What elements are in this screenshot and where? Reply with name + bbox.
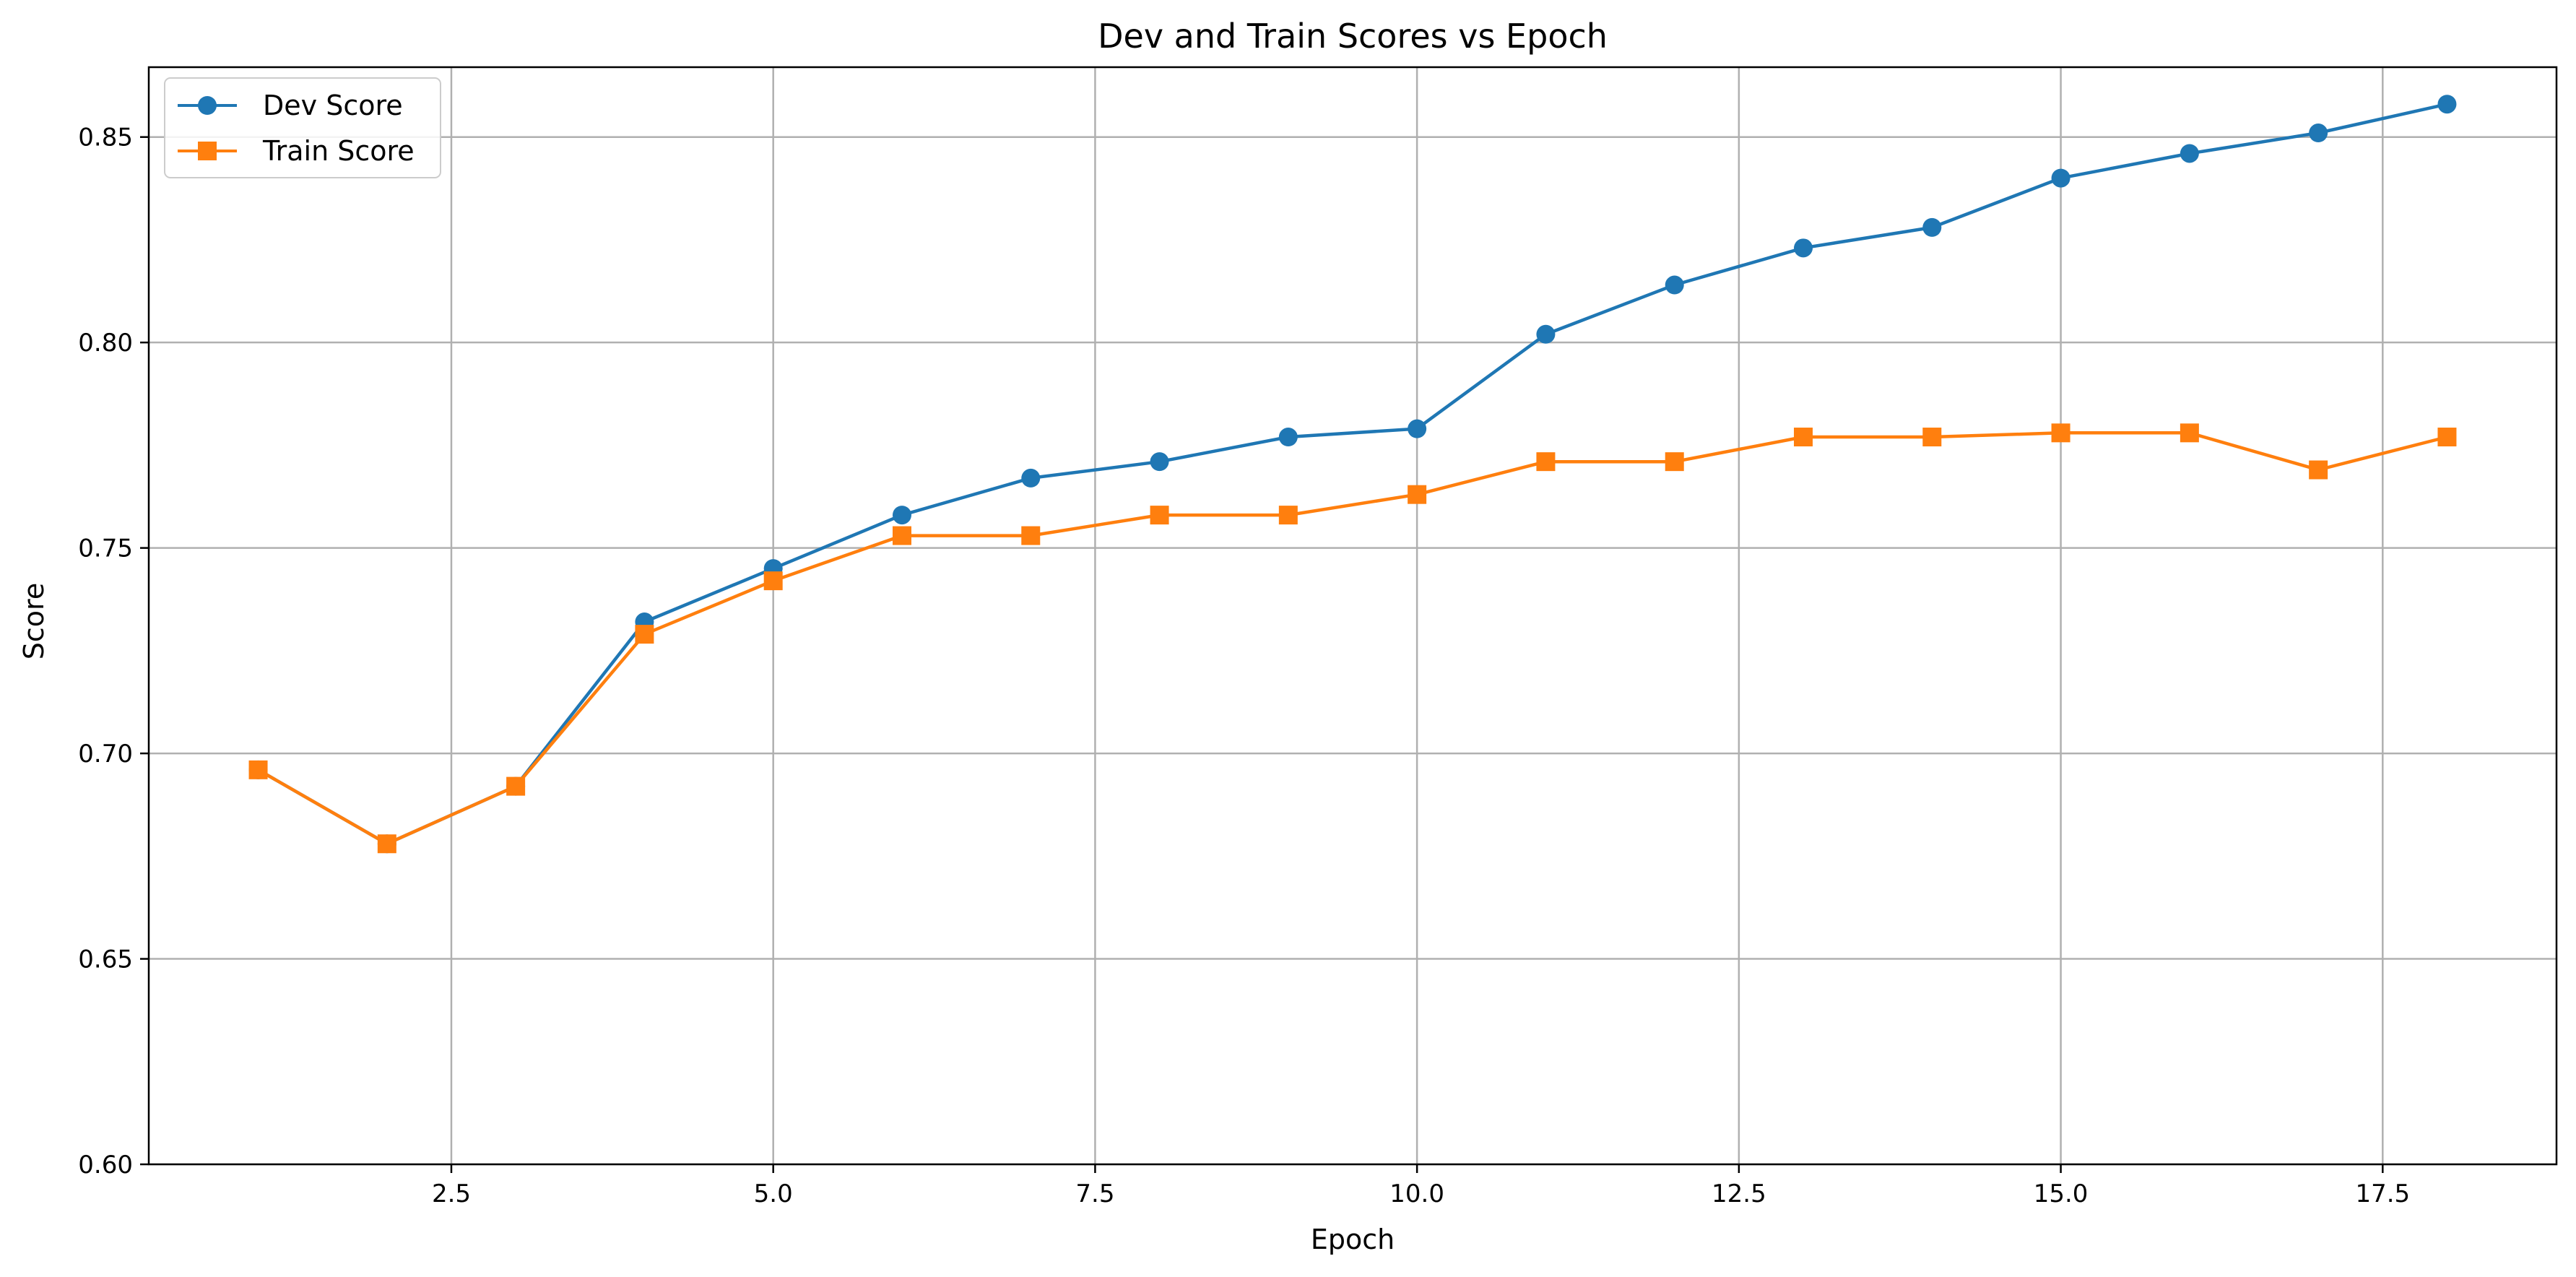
data-point <box>1665 275 1684 295</box>
y-axis-ticks: 0.60 0.65 0.70 0.75 0.80 0.85 <box>78 124 149 1179</box>
series-train-score <box>248 423 2457 854</box>
y-tick-label: 0.65 <box>78 945 133 974</box>
series-layer <box>248 95 2457 854</box>
data-point <box>1150 452 1169 472</box>
data-point <box>1021 468 1041 488</box>
legend-marker-dev <box>198 96 217 115</box>
data-point <box>1665 452 1684 472</box>
x-tick-label: 5.0 <box>754 1179 793 1208</box>
data-point <box>1021 526 1041 545</box>
legend: Dev Score Train Score <box>164 77 441 178</box>
data-point <box>248 760 268 779</box>
data-point <box>1536 452 1556 472</box>
legend-box <box>164 77 441 178</box>
data-point <box>892 526 911 545</box>
data-point <box>1278 506 1298 525</box>
data-point <box>1536 324 1556 344</box>
data-point <box>1922 428 1942 447</box>
data-point <box>2051 168 2070 188</box>
data-point <box>1408 419 1427 438</box>
data-point <box>506 776 526 796</box>
data-point <box>892 506 911 525</box>
y-tick-label: 0.80 <box>78 329 133 358</box>
series-line <box>257 103 2447 846</box>
data-point <box>1794 428 1813 447</box>
data-point <box>1408 485 1427 504</box>
x-axis-ticks: 2.5 5.0 7.5 10.0 12.5 15.0 17.5 <box>432 1164 2410 1208</box>
legend-label-train: Train Score <box>262 135 415 167</box>
x-axis-title: Epoch <box>1311 1224 1395 1255</box>
series-line <box>257 431 2448 846</box>
data-point <box>2309 460 2328 480</box>
data-point <box>377 834 396 854</box>
data-point <box>2051 423 2070 443</box>
legend-label-dev: Dev Score <box>263 90 403 121</box>
data-point <box>763 571 783 591</box>
y-tick-label: 0.70 <box>78 740 133 769</box>
x-tick-label: 17.5 <box>2355 1179 2410 1208</box>
x-tick-label: 2.5 <box>432 1179 471 1208</box>
legend-marker-train <box>198 142 217 160</box>
chart-title: Dev and Train Scores vs Epoch <box>1098 17 1608 56</box>
data-point <box>1278 428 1298 447</box>
data-point <box>1922 217 1942 237</box>
data-point <box>1794 238 1813 258</box>
y-axis-title: Score <box>18 583 50 659</box>
x-tick-label: 12.5 <box>1712 1179 1766 1208</box>
data-point <box>635 625 654 644</box>
data-point <box>2180 423 2199 443</box>
data-point <box>2309 124 2328 143</box>
y-tick-label: 0.75 <box>78 534 133 563</box>
y-tick-label: 0.60 <box>78 1151 133 1179</box>
x-tick-label: 15.0 <box>2034 1179 2089 1208</box>
data-point <box>2437 95 2457 114</box>
y-tick-label: 0.85 <box>78 124 133 152</box>
grid <box>149 67 2557 1166</box>
x-tick-label: 10.0 <box>1389 1179 1444 1208</box>
plot-frame <box>147 66 2558 1166</box>
data-point <box>2180 144 2199 163</box>
data-point <box>2437 428 2457 447</box>
x-tick-label: 7.5 <box>1075 1179 1114 1208</box>
data-point <box>1150 506 1169 525</box>
